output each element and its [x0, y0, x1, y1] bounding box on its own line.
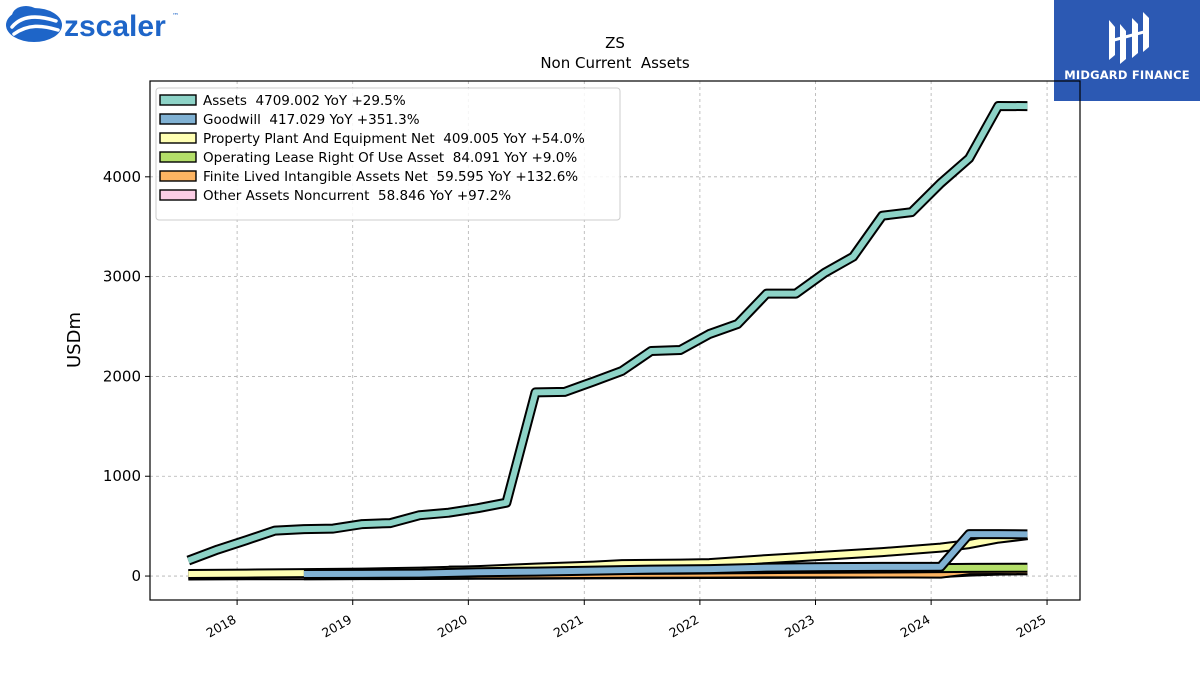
y-axis-label: USDm	[64, 312, 85, 368]
x-tick-label: 2019	[319, 612, 354, 641]
series-layer	[186, 101, 1028, 581]
series-line	[186, 101, 1028, 566]
x-tick-label: 2020	[435, 612, 470, 641]
legend-entry: Goodwill 417.029 YoY +351.3%	[203, 112, 420, 128]
legend-swatch	[159, 151, 197, 163]
x-tick-label: 2022	[666, 612, 701, 641]
plot-frame	[149, 80, 1081, 601]
midgard-wordmark: MIDGARD FINANCE	[1064, 68, 1190, 82]
chart-title: ZS	[605, 34, 625, 52]
y-tick-label: 0	[131, 567, 141, 585]
x-tick-label: 2023	[782, 612, 817, 641]
y-tick-label: 1000	[103, 467, 141, 485]
legend-entry: Property Plant And Equipment Net 409.005…	[203, 131, 585, 147]
midgard-finance-logo: MIDGARD FINANCE	[1054, 0, 1200, 101]
legend-entry: Finite Lived Intangible Assets Net 59.59…	[203, 169, 578, 185]
trademark-mark: ™	[172, 12, 179, 20]
legend-entry: Other Assets Noncurrent 58.846 YoY +97.2…	[203, 188, 511, 204]
zscaler-logo: zscaler ™	[4, 3, 184, 45]
legend-swatch	[159, 132, 197, 144]
midgard-m-icon	[1109, 12, 1149, 64]
series-band	[187, 103, 1028, 564]
zscaler-wordmark: zscaler	[64, 10, 166, 43]
y-tick-label: 3000	[103, 268, 141, 286]
y-tick-label: 4000	[103, 168, 141, 186]
series-line	[303, 529, 1028, 579]
legend: Assets 4709.002 YoY +29.5% Goodwill 417.0…	[155, 87, 621, 221]
legend-swatch	[159, 113, 197, 125]
legend-box	[155, 87, 621, 221]
series-band	[303, 531, 1028, 577]
x-tick-label: 2025	[1014, 612, 1049, 641]
x-tick-label: 2021	[551, 612, 586, 641]
zscaler-cloud-icon: zscaler ™	[6, 6, 179, 43]
x-tick-label: 2024	[898, 612, 933, 641]
x-axis: 2018 2019 2020 2021 2022 2023 2024 2025	[204, 600, 1049, 641]
x-tick-label: 2018	[204, 612, 239, 641]
legend-swatch	[159, 189, 197, 201]
legend-entry: Assets 4709.002 YoY +29.5%	[203, 93, 406, 109]
legend-swatch	[159, 170, 197, 182]
y-tick-label: 2000	[103, 367, 141, 385]
legend-entry: Operating Lease Right Of Use Asset 84.09…	[203, 150, 577, 166]
y-axis: 0 1000 2000 3000 4000	[103, 168, 150, 585]
chart-subtitle: Non Current Assets	[540, 54, 690, 72]
legend-swatch	[159, 94, 197, 106]
